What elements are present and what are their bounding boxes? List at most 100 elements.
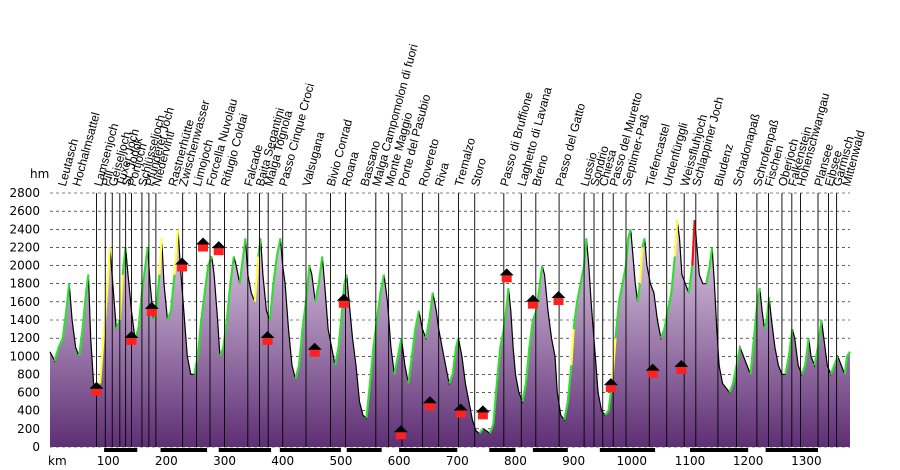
hut-roof <box>525 294 540 302</box>
ascent-segment <box>317 256 324 284</box>
ascent-segment <box>576 283 582 303</box>
hut-icon <box>525 294 540 309</box>
ascent-segment <box>98 338 105 384</box>
km-bar-segment <box>346 448 382 452</box>
ascent-segment <box>84 274 90 293</box>
km-bar-segment <box>599 448 656 452</box>
y-tick-label: 2000 <box>9 259 40 273</box>
ascent-segment <box>670 256 676 293</box>
ascent-segment <box>617 283 624 303</box>
ascent-segment <box>253 256 260 302</box>
ascent-segment <box>784 356 790 375</box>
x-tick-label: 900 <box>562 454 585 468</box>
ascent-segment <box>572 301 579 330</box>
hut-icon <box>645 363 660 378</box>
place-label: Valsugana <box>299 130 327 188</box>
ascent-segment <box>728 383 735 393</box>
hut-roof <box>89 381 104 389</box>
y-tick-label: 2400 <box>9 222 40 236</box>
ascent-segment <box>334 347 340 366</box>
ascent-segment <box>666 292 673 312</box>
ascent-segment <box>414 310 420 330</box>
hut-icon <box>453 403 468 418</box>
hut-body <box>553 297 564 306</box>
x-tick-label: 400 <box>271 454 294 468</box>
ascent-segment <box>621 265 628 284</box>
ascent-segment <box>314 283 320 303</box>
km-scale-bar <box>104 448 818 452</box>
ascent-segment <box>65 283 71 312</box>
hut-icon <box>260 330 275 345</box>
ascent-segment <box>816 319 823 348</box>
ascent-segment <box>368 347 375 384</box>
ascent-segment <box>638 247 644 284</box>
hut-roof <box>674 359 689 367</box>
x-tick-label: 700 <box>446 454 469 468</box>
hut-body <box>177 263 188 272</box>
ascent-segment <box>166 310 173 321</box>
hut-roof <box>196 237 211 245</box>
ascent-segment <box>365 383 372 419</box>
ascent-segment <box>428 292 434 321</box>
hut-icon <box>551 291 566 306</box>
ascent-segment <box>492 383 498 425</box>
hut-roof <box>336 293 351 301</box>
km-bar-segment <box>532 448 568 452</box>
y-tick-label: 200 <box>17 422 40 436</box>
ascent-segment <box>579 265 586 284</box>
ascent-segment <box>749 338 756 375</box>
hut-icon <box>89 381 104 396</box>
ascent-segment <box>272 256 279 284</box>
ascent-segment <box>203 265 210 293</box>
hut-body <box>527 300 538 309</box>
ascent-segment <box>105 247 112 293</box>
ascent-segment <box>528 319 535 348</box>
x-tick-label: 100 <box>97 454 120 468</box>
hut-body <box>198 243 209 252</box>
km-bar-segment <box>104 448 138 452</box>
y-tick-label: 2200 <box>9 240 40 254</box>
hut-body <box>262 336 273 345</box>
hut-roof <box>499 268 514 276</box>
hut-body <box>309 348 320 357</box>
y-tick-label: 1000 <box>9 349 40 363</box>
ascent-segment <box>144 247 149 266</box>
place-label: Riva <box>432 161 452 188</box>
ascent-segment <box>566 365 573 402</box>
ascent-segment <box>173 229 180 275</box>
y-tick-label: 2800 <box>9 186 40 200</box>
km-bar-segment <box>399 448 458 452</box>
ascent-segment <box>756 288 761 303</box>
y-tick-label: 600 <box>17 386 40 400</box>
hut-body <box>395 431 406 440</box>
ascent-segment <box>242 238 247 257</box>
ascent-segment <box>196 319 203 357</box>
ascent-segment <box>524 347 531 384</box>
ascent-segment <box>763 319 768 330</box>
hut-body <box>477 411 488 420</box>
ascent-segment <box>53 346 60 362</box>
ascent-segment <box>301 301 308 330</box>
hut-icon <box>603 378 618 393</box>
ascent-segment <box>705 265 711 284</box>
hut-body <box>424 402 435 411</box>
ascent-segment <box>570 329 575 366</box>
hut-body <box>126 336 137 345</box>
ascent-segment <box>563 401 569 420</box>
x-tick-label: 600 <box>388 454 411 468</box>
ascent-segment <box>610 338 617 384</box>
ascent-segment <box>521 383 528 402</box>
x-tick-label: 1000 <box>617 454 648 468</box>
y-tick-label: 0 <box>32 440 40 454</box>
x-axis-ticks: 100 200 300 400 500 600 700 800 900 1000 1100 1200 1… <box>97 454 822 468</box>
hut-roof <box>144 301 159 309</box>
ascent-segment <box>604 410 610 416</box>
ascent-segment <box>424 319 431 339</box>
hut-icon <box>175 257 190 272</box>
km-bar-segment <box>279 448 341 452</box>
hut-icon <box>307 342 322 357</box>
ascent-segment <box>731 365 738 384</box>
ascent-segment <box>77 328 84 357</box>
x-tick-label: 1300 <box>791 454 822 468</box>
ascent-segment <box>379 274 386 293</box>
